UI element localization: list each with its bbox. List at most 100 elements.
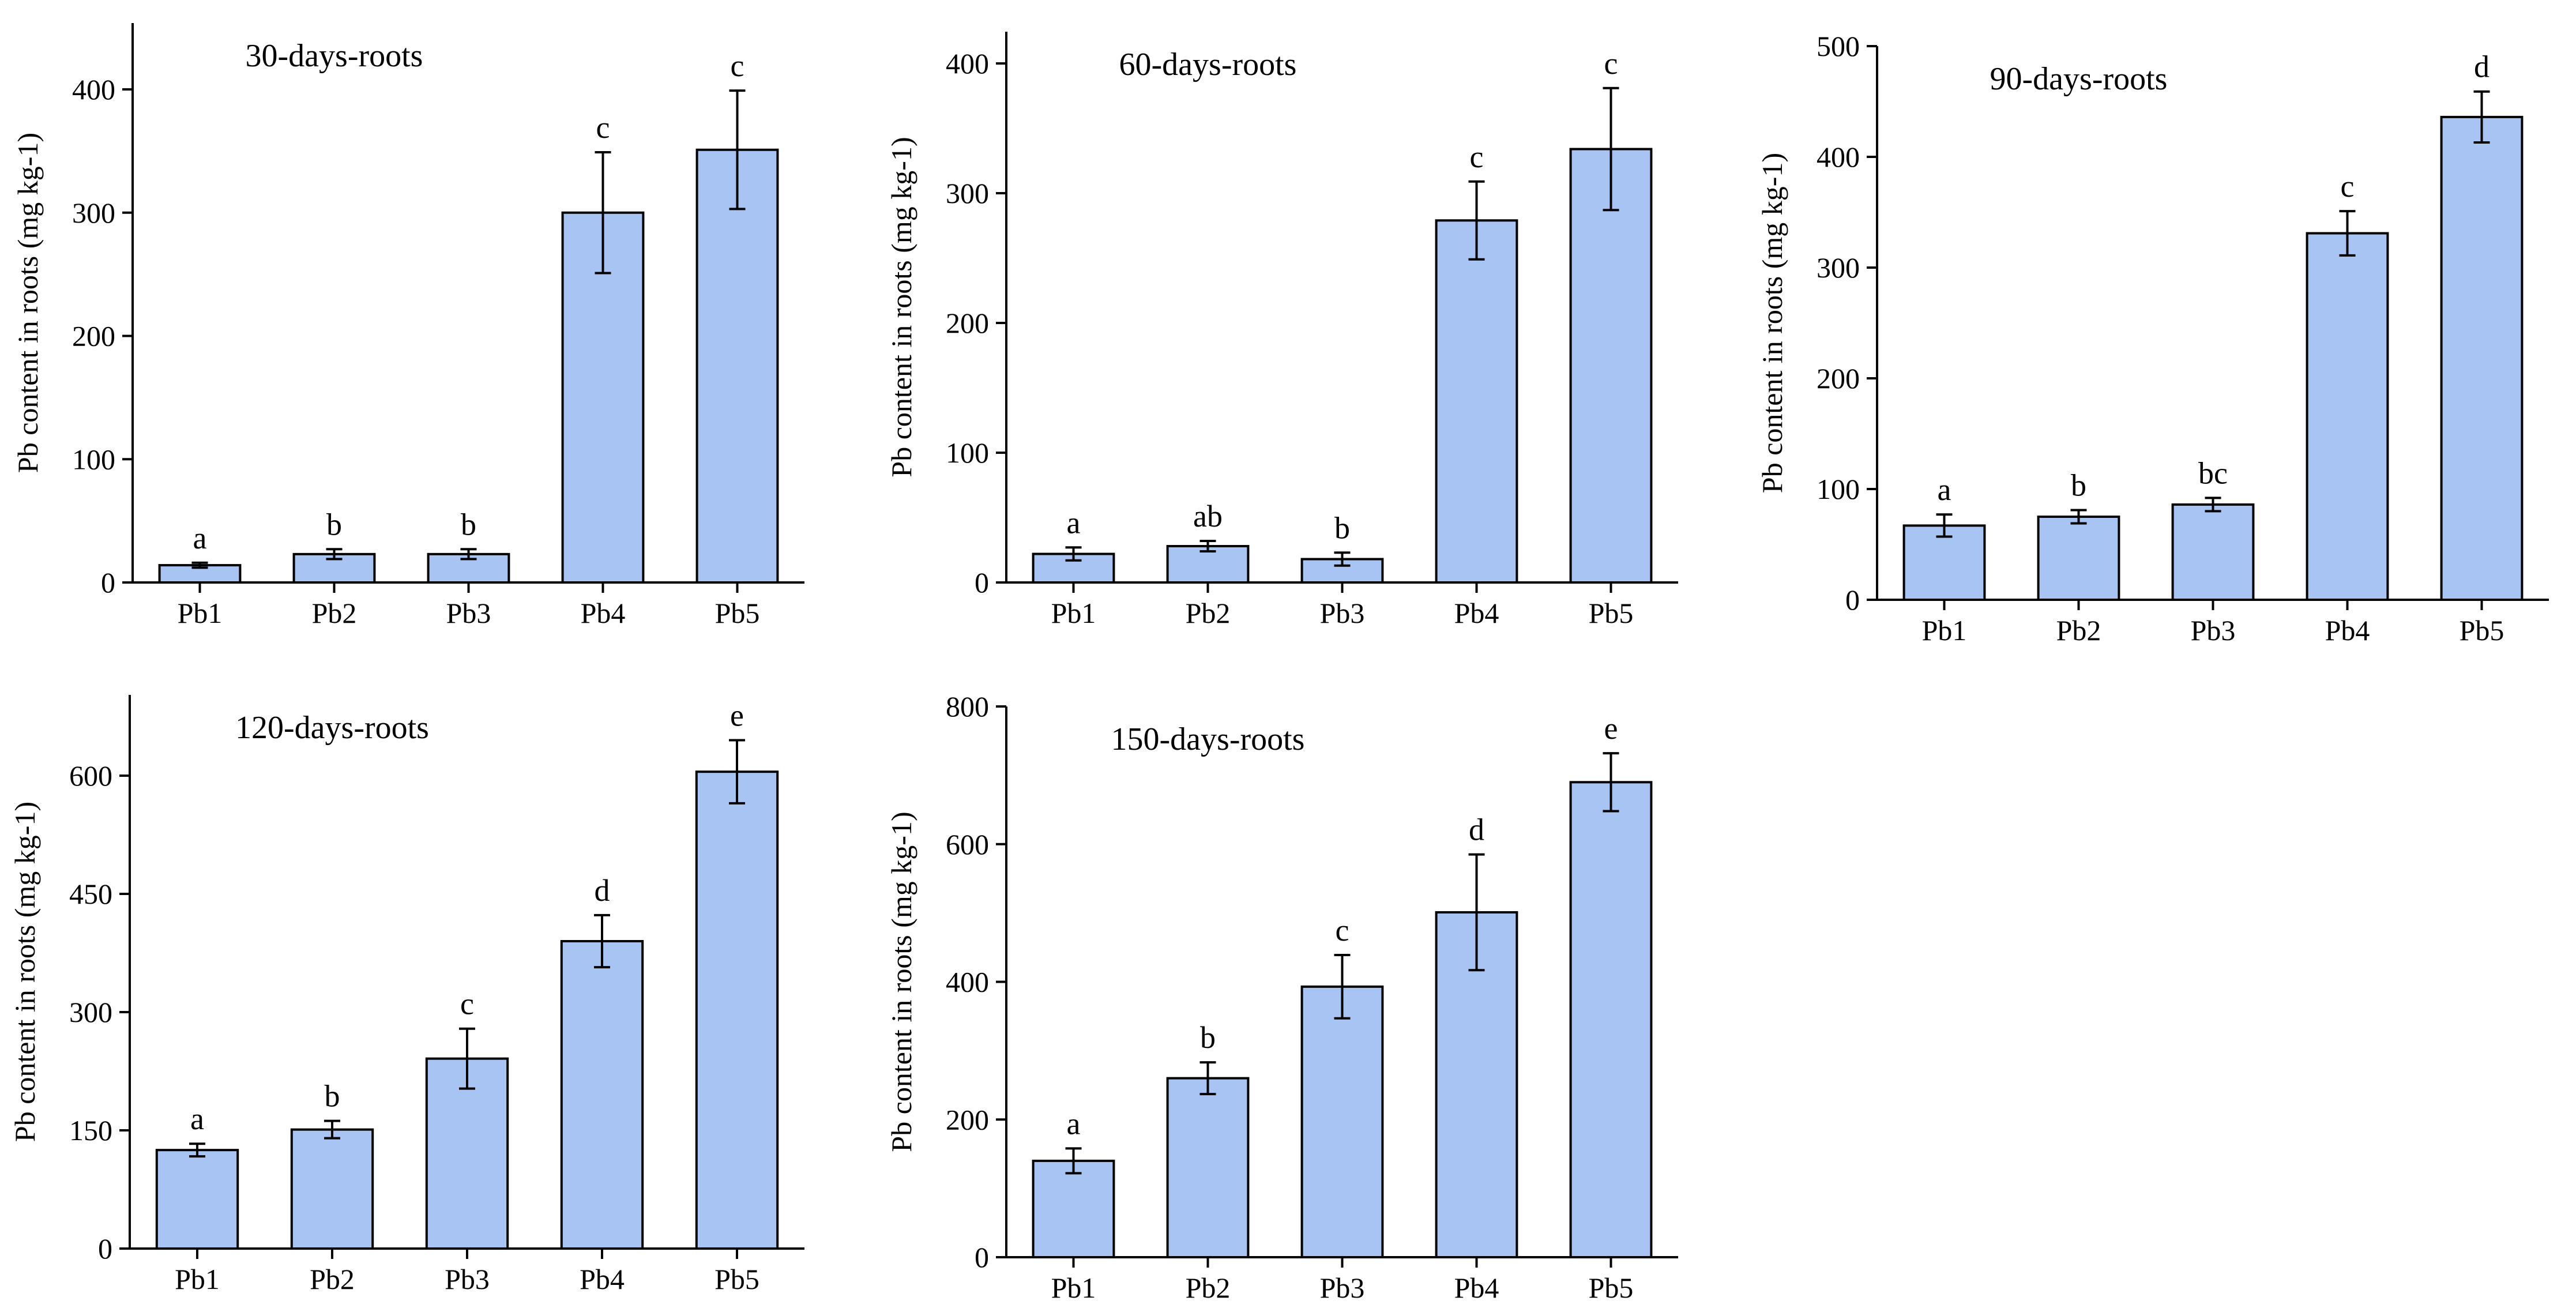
significance-letter: d — [595, 873, 610, 908]
significance-letter: bc — [2198, 456, 2228, 490]
y-tick-label: 300 — [69, 996, 112, 1028]
x-tick-label: Pb2 — [1186, 1272, 1231, 1304]
x-tick-label: Pb4 — [581, 597, 626, 629]
x-tick-label: Pb5 — [1589, 597, 1634, 629]
bar — [1569, 148, 1653, 584]
significance-letter: a — [1067, 1106, 1081, 1141]
significance-letter: e — [1604, 711, 1618, 746]
y-tick-label: 300 — [1817, 251, 1860, 284]
bar — [2171, 503, 2255, 601]
significance-letter: c — [1336, 913, 1349, 948]
chart-title: 90-days-roots — [1990, 61, 2168, 97]
y-axis-label: Pb content in roots (mg kg-1) — [12, 133, 44, 473]
bar — [560, 940, 644, 1250]
y-tick-label: 400 — [72, 73, 115, 106]
significance-letter: b — [2071, 468, 2086, 502]
x-tick-label: Pb2 — [2056, 614, 2101, 646]
y-tick-label: 150 — [69, 1114, 112, 1146]
y-tick-label: 200 — [72, 320, 115, 352]
significance-letter: a — [193, 521, 207, 555]
x-tick-label: Pb4 — [580, 1263, 625, 1295]
y-tick-label: 300 — [72, 197, 115, 229]
significance-letter: b — [325, 1079, 340, 1114]
y-tick-label: 600 — [69, 760, 112, 792]
x-tick-label: Pb4 — [1454, 1272, 1499, 1304]
bar — [695, 770, 779, 1250]
chart-title: 30-days-roots — [246, 38, 423, 74]
y-tick-label: 800 — [946, 690, 989, 723]
bar — [2440, 115, 2524, 601]
y-tick-label: 100 — [946, 437, 989, 469]
y-tick-label: 200 — [1817, 362, 1860, 394]
y-tick-label: 600 — [946, 828, 989, 860]
x-tick-label: Pb4 — [2325, 614, 2370, 646]
significance-letter: a — [1067, 505, 1081, 540]
y-tick-label: 0 — [98, 1232, 112, 1265]
x-tick-label: Pb3 — [1320, 1272, 1365, 1304]
bar — [1569, 781, 1653, 1258]
bar — [290, 1128, 374, 1250]
significance-letter: c — [2341, 169, 2355, 204]
x-tick-label: Pb5 — [1589, 1272, 1634, 1304]
significance-letter: e — [730, 698, 744, 733]
significance-letter: c — [1470, 140, 1484, 174]
significance-letter: a — [1938, 472, 1951, 507]
x-tick-label: Pb5 — [715, 597, 760, 629]
y-tick-label: 0 — [101, 566, 115, 599]
x-tick-label: Pb2 — [312, 597, 357, 629]
bar — [2306, 232, 2389, 602]
significance-letter: b — [1334, 510, 1350, 545]
x-tick-label: Pb3 — [1320, 597, 1365, 629]
y-tick-label: 450 — [69, 878, 112, 910]
x-tick-label: Pb4 — [1454, 597, 1499, 629]
significance-letter: c — [731, 48, 744, 83]
y-tick-label: 200 — [946, 1103, 989, 1136]
y-axis-label: Pb content in roots (mg kg-1) — [1756, 153, 1788, 493]
significance-letter: ab — [1193, 499, 1223, 533]
significance-letter: c — [460, 987, 474, 1021]
y-tick-label: 100 — [72, 443, 115, 475]
chart-title: 150-days-roots — [1111, 721, 1305, 757]
significance-letter: c — [596, 110, 610, 145]
x-tick-label: Pb2 — [310, 1263, 355, 1295]
significance-letter: d — [2474, 50, 2489, 84]
significance-letter: b — [1200, 1020, 1216, 1055]
x-tick-label: Pb1 — [178, 597, 223, 629]
x-tick-label: Pb3 — [446, 597, 491, 629]
y-tick-label: 200 — [946, 307, 989, 339]
significance-letter: b — [461, 507, 476, 542]
y-tick-label: 300 — [946, 177, 989, 209]
x-tick-label: Pb1 — [1051, 1272, 1096, 1304]
y-tick-label: 100 — [1817, 473, 1860, 505]
bar — [1166, 1077, 1250, 1258]
y-tick-label: 400 — [946, 966, 989, 998]
y-tick-label: 400 — [946, 47, 989, 80]
y-tick-label: 0 — [975, 1241, 989, 1273]
significance-letter: d — [1469, 813, 1484, 847]
x-tick-label: Pb3 — [2191, 614, 2236, 646]
bar — [155, 1149, 239, 1250]
bar — [425, 1057, 509, 1250]
significance-letter: a — [190, 1102, 204, 1136]
x-tick-label: Pb1 — [175, 1263, 220, 1295]
x-tick-label: Pb2 — [1186, 597, 1231, 629]
significance-letter: b — [326, 507, 342, 542]
chart-title: 60-days-roots — [1119, 47, 1297, 82]
y-tick-label: 0 — [1845, 584, 1860, 616]
y-tick-label: 400 — [1817, 141, 1860, 173]
x-tick-label: Pb5 — [2460, 614, 2504, 646]
chart-title: 120-days-roots — [235, 710, 429, 746]
significance-letter: c — [1604, 46, 1618, 81]
x-tick-label: Pb5 — [714, 1263, 759, 1295]
bar — [1032, 1159, 1115, 1258]
bar — [1435, 219, 1518, 584]
x-tick-label: Pb1 — [1922, 614, 1967, 646]
x-tick-label: Pb3 — [445, 1263, 490, 1295]
y-tick-label: 0 — [975, 566, 989, 599]
bar — [695, 148, 779, 584]
y-tick-label: 500 — [1817, 30, 1860, 62]
y-axis-label: Pb content in roots (mg kg-1) — [885, 137, 917, 477]
y-axis-label: Pb content in roots (mg kg-1) — [885, 811, 917, 1152]
